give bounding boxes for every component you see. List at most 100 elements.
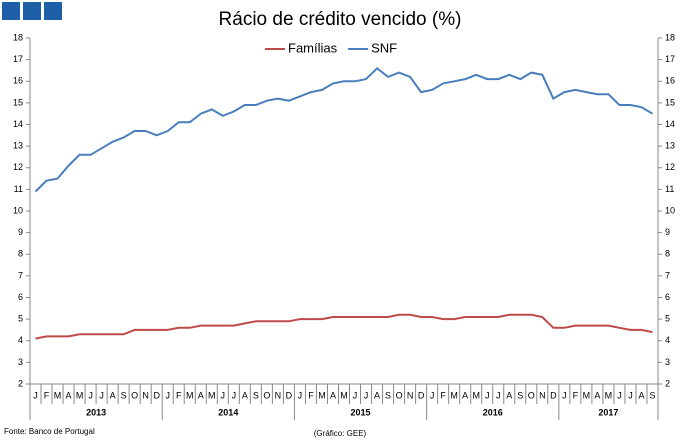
year-label: 2014 bbox=[218, 407, 238, 417]
y2-tick-label: 14 bbox=[665, 119, 675, 129]
x-tick-label: M bbox=[186, 390, 194, 400]
x-tick-label: O bbox=[131, 390, 138, 400]
x-tick-label: A bbox=[462, 390, 468, 400]
x-tick-label: D bbox=[286, 390, 293, 400]
y-tick-label: 17 bbox=[13, 54, 23, 64]
y2-tick-label: 9 bbox=[665, 227, 670, 237]
y2-tick-label: 5 bbox=[665, 314, 670, 324]
y-tick-label: 15 bbox=[13, 97, 23, 107]
x-tick-label: N bbox=[539, 390, 546, 400]
x-tick-label: N bbox=[275, 390, 282, 400]
x-tick-label: N bbox=[407, 390, 414, 400]
x-tick-label: N bbox=[142, 390, 149, 400]
x-tick-label: A bbox=[198, 390, 204, 400]
y2-tick-label: 2 bbox=[665, 378, 670, 388]
y2-tick-label: 16 bbox=[665, 76, 675, 86]
y2-tick-label: 3 bbox=[665, 357, 670, 367]
x-tick-label: J bbox=[628, 390, 633, 400]
y2-tick-label: 11 bbox=[665, 184, 674, 194]
x-tick-label: M bbox=[605, 390, 613, 400]
x-tick-label: M bbox=[472, 390, 480, 400]
legend-label: SNF bbox=[371, 40, 397, 55]
y-tick-label: 7 bbox=[18, 270, 23, 280]
x-tick-label: J bbox=[165, 390, 170, 400]
y-tick-label: 8 bbox=[18, 249, 23, 259]
x-tick-label: S bbox=[385, 390, 391, 400]
x-tick-label: A bbox=[374, 390, 380, 400]
x-tick-label: J bbox=[221, 390, 226, 400]
logo-square bbox=[2, 2, 20, 20]
x-tick-label: S bbox=[649, 390, 655, 400]
x-tick-label: O bbox=[528, 390, 535, 400]
x-tick-label: M bbox=[54, 390, 62, 400]
x-tick-label: A bbox=[330, 390, 336, 400]
year-label: 2015 bbox=[351, 407, 371, 417]
x-tick-label: A bbox=[638, 390, 644, 400]
y-tick-label: 18 bbox=[13, 32, 23, 42]
logo-square bbox=[23, 2, 41, 20]
x-tick-label: D bbox=[418, 390, 425, 400]
x-tick-label: M bbox=[76, 390, 84, 400]
y-tick-label: 16 bbox=[13, 76, 23, 86]
y-tick-label: 12 bbox=[13, 162, 23, 172]
x-tick-label: S bbox=[121, 390, 127, 400]
y-tick-label: 6 bbox=[18, 292, 23, 302]
chart-title: Rácio de crédito vencido (%) bbox=[219, 9, 462, 30]
y-tick-label: 9 bbox=[18, 227, 23, 237]
x-tick-label: A bbox=[242, 390, 248, 400]
x-tick-label: S bbox=[517, 390, 523, 400]
x-tick-label: F bbox=[44, 390, 50, 400]
x-tick-label: J bbox=[364, 390, 369, 400]
y-tick-label: 11 bbox=[14, 184, 23, 194]
y2-tick-label: 7 bbox=[665, 270, 670, 280]
logo-square bbox=[44, 2, 62, 20]
source: Fonte: Banco de Portugal bbox=[4, 427, 95, 436]
x-tick-label: M bbox=[318, 390, 326, 400]
y-tick-label: 14 bbox=[13, 119, 23, 129]
x-tick-label: J bbox=[33, 390, 38, 400]
legend-label: Famílias bbox=[288, 40, 338, 55]
x-tick-label: M bbox=[340, 390, 348, 400]
year-label: 2017 bbox=[598, 407, 618, 417]
x-tick-label: J bbox=[496, 390, 501, 400]
y-tick-label: 2 bbox=[18, 378, 23, 388]
y2-tick-label: 8 bbox=[665, 249, 670, 259]
y-tick-label: 13 bbox=[13, 141, 23, 151]
series-line bbox=[34, 66, 654, 193]
x-tick-label: D bbox=[153, 390, 160, 400]
x-tick-label: J bbox=[485, 390, 490, 400]
y-tick-label: 5 bbox=[18, 314, 23, 324]
x-tick-label: J bbox=[562, 390, 567, 400]
x-tick-label: O bbox=[263, 390, 270, 400]
x-tick-label: M bbox=[208, 390, 216, 400]
x-tick-label: J bbox=[298, 390, 303, 400]
y2-tick-label: 6 bbox=[665, 292, 670, 302]
x-tick-label: J bbox=[617, 390, 622, 400]
x-tick-label: F bbox=[308, 390, 314, 400]
y-tick-label: 4 bbox=[18, 335, 23, 345]
y-tick-label: 10 bbox=[13, 205, 23, 215]
x-tick-label: F bbox=[573, 390, 579, 400]
x-tick-label: A bbox=[594, 390, 600, 400]
y2-tick-label: 12 bbox=[665, 162, 675, 172]
x-tick-label: D bbox=[550, 390, 557, 400]
y2-tick-label: 15 bbox=[665, 97, 675, 107]
y2-tick-label: 13 bbox=[665, 141, 675, 151]
x-tick-label: M bbox=[450, 390, 458, 400]
year-label: 2016 bbox=[483, 407, 503, 417]
x-tick-label: F bbox=[176, 390, 182, 400]
x-tick-label: J bbox=[232, 390, 237, 400]
x-tick-label: M bbox=[583, 390, 591, 400]
x-tick-label: F bbox=[440, 390, 446, 400]
x-tick-label: O bbox=[396, 390, 403, 400]
series-line bbox=[35, 313, 653, 340]
x-tick-label: S bbox=[253, 390, 259, 400]
y2-tick-label: 18 bbox=[665, 32, 675, 42]
x-tick-label: A bbox=[506, 390, 512, 400]
x-tick-label: J bbox=[353, 390, 358, 400]
y2-tick-label: 10 bbox=[665, 205, 675, 215]
year-label: 2013 bbox=[86, 407, 106, 417]
y2-tick-label: 17 bbox=[665, 54, 675, 64]
y-tick-label: 3 bbox=[18, 357, 23, 367]
